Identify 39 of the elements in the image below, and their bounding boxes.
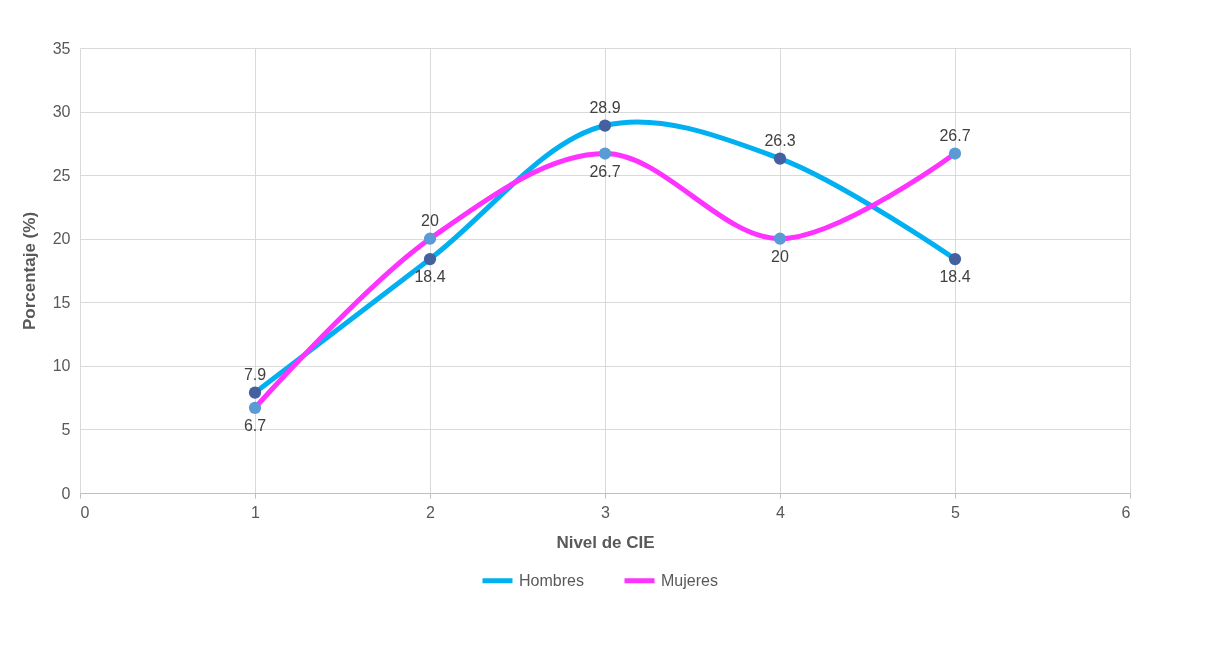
- point: [598, 119, 612, 132]
- x-tick-label: 4: [776, 503, 786, 521]
- point: [948, 147, 962, 160]
- data-label: 7.9: [243, 365, 267, 383]
- x-tick-label: 1: [251, 503, 261, 521]
- y-tick-label: 30: [52, 103, 71, 121]
- point: [248, 401, 262, 414]
- y-tick-label: 20: [52, 230, 71, 248]
- x-tick-label: 2: [426, 503, 436, 521]
- data-label: 26.7: [939, 126, 971, 144]
- point: [948, 252, 962, 266]
- data-label: 28.9: [589, 98, 621, 116]
- y-tick-label: 5: [61, 420, 71, 438]
- x-tick-label: 5: [951, 503, 961, 521]
- y-tick-label: 15: [52, 293, 71, 311]
- point: [248, 386, 262, 399]
- data-label: 20: [771, 247, 789, 265]
- y-tick-label: 25: [52, 166, 71, 184]
- data-label: 26.3: [764, 131, 796, 149]
- x-tick-label: 0: [80, 503, 90, 521]
- y-axis-title: Porcentaje (%): [19, 211, 39, 331]
- point: [773, 152, 787, 165]
- point: [773, 232, 787, 245]
- point: [423, 232, 437, 245]
- y-tick-label: 0: [61, 484, 71, 502]
- legend-label: Hombres: [519, 571, 584, 589]
- x-tick-label: 6: [1121, 503, 1131, 521]
- point: [598, 147, 612, 160]
- y-tick-label: 10: [52, 357, 71, 375]
- data-label: 18.4: [414, 268, 446, 286]
- point: [423, 252, 437, 266]
- y-tick-label: 35: [52, 39, 71, 57]
- data-label: 18.4: [939, 268, 971, 286]
- x-tick-label: 3: [601, 503, 611, 521]
- data-label: 6.7: [243, 416, 267, 434]
- data-label: 26.7: [589, 162, 621, 180]
- data-label: 20: [421, 211, 439, 229]
- legend-label: Mujeres: [661, 571, 718, 589]
- x-axis-title: Nivel de CIE: [556, 532, 655, 552]
